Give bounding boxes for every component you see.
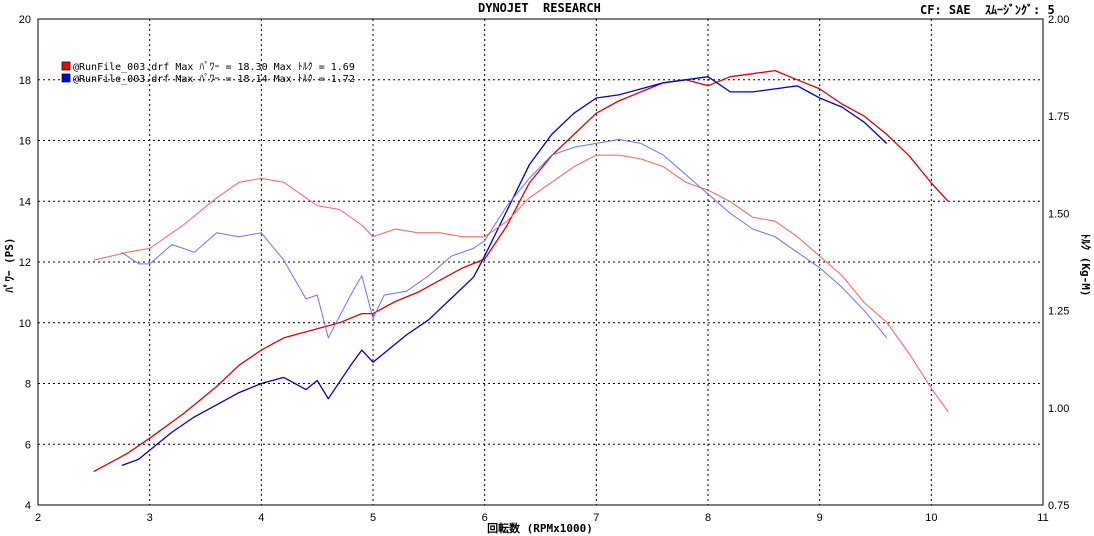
y-right-tick-label: 1.00 xyxy=(1048,403,1069,415)
series-group xyxy=(93,69,949,473)
y-left-tick-label: 4 xyxy=(25,500,31,512)
x-tick-label: 2 xyxy=(35,512,41,524)
y-right-tick-label: 2.00 xyxy=(1048,14,1069,26)
x-tick-label: 3 xyxy=(147,512,153,524)
y-left-tick-label: 18 xyxy=(19,75,31,87)
x-tick-label: 9 xyxy=(817,512,823,524)
x-tick-label: 7 xyxy=(593,512,599,524)
tick-labels: 2 3 4 5 6 7 8 9 10 11 4 6 8 10 12 14 16 18 20 0.75 1.00 1.25 1… xyxy=(19,14,1070,524)
x-tick-label: 5 xyxy=(370,512,376,524)
x-tick-label: 10 xyxy=(925,512,937,524)
x-tick-label: 11 xyxy=(1037,512,1048,524)
series-line-torque xyxy=(121,139,888,339)
correction-factor-label: CF: SAE ｽﾑｰｼﾞﾝｸﾞ: 5 xyxy=(920,3,1055,17)
y-left-tick-label: 14 xyxy=(19,196,31,208)
y-left-tick-label: 6 xyxy=(25,439,31,451)
y-right-tick-label: 1.75 xyxy=(1048,111,1069,123)
legend: @RunFile_003.drf Max ﾊﾟﾜｰ = 18.30 Max ﾄﾙ… xyxy=(61,61,355,85)
chart-header-title: DYNOJET RESEARCH xyxy=(478,1,601,15)
plot-frame xyxy=(37,18,1044,506)
x-tick-label: 4 xyxy=(258,512,264,524)
series-line-power xyxy=(121,76,888,467)
x-axis-label: 回転数 (RPMx1000) xyxy=(487,521,593,535)
x-tick-label: 6 xyxy=(482,512,488,524)
y-axis-right-label: ﾄﾙｸ (Kg-M) xyxy=(1079,234,1092,297)
y-left-tick-label: 12 xyxy=(19,257,31,269)
y-right-tick-label: 1.25 xyxy=(1048,306,1069,318)
grid xyxy=(38,19,1043,505)
y-right-tick-label: 0.75 xyxy=(1048,500,1069,512)
y-axis-left-label: ﾊﾟﾜｰ (PS) xyxy=(2,237,16,293)
y-left-tick-label: 8 xyxy=(25,379,31,391)
y-left-tick-label: 20 xyxy=(19,14,31,26)
legend-entry: @RunFile_003.drf Max ﾊﾟﾜｰ = 18.14 Max ﾄﾙ… xyxy=(73,73,355,85)
y-left-tick-label: 10 xyxy=(19,318,31,330)
y-left-tick-label: 16 xyxy=(19,136,31,148)
x-tick-label: 8 xyxy=(705,512,711,524)
series-line-power xyxy=(93,69,949,473)
legend-swatch xyxy=(61,73,71,83)
legend-swatch xyxy=(61,61,71,71)
y-right-tick-label: 1.50 xyxy=(1048,208,1069,220)
series-line-torque xyxy=(93,154,949,412)
legend-entry: @RunFile_003.drf Max ﾊﾟﾜｰ = 18.30 Max ﾄﾙ… xyxy=(73,61,355,73)
